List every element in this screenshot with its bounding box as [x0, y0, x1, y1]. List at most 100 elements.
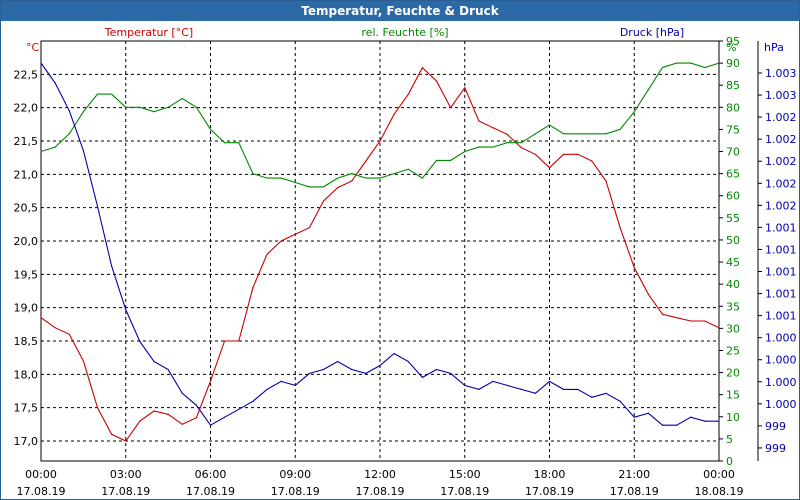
data-point-humidity [308, 186, 310, 188]
pressure-tick-label: 1.001 [765, 310, 797, 323]
humidity-tick-label: 55 [726, 212, 740, 225]
data-point-temperature [435, 80, 438, 82]
data-point-temperature [661, 313, 664, 315]
grid [40, 40, 759, 462]
data-point-pressure [464, 384, 466, 386]
data-point-temperature [238, 340, 240, 342]
plot-frame [40, 40, 720, 462]
data-point-pressure [492, 380, 494, 382]
data-point-pressure [619, 400, 621, 402]
data-point-pressure [365, 372, 367, 375]
pressure-tick-label: 1.002 [765, 111, 797, 124]
data-point-temperature [605, 180, 607, 182]
x-time-label: 12:00 [364, 468, 396, 481]
humidity-tick-label: 40 [726, 278, 740, 291]
data-point-temperature [619, 227, 621, 229]
data-point-temperature [676, 317, 678, 319]
data-point-humidity [238, 142, 240, 144]
data-point-temperature [167, 413, 169, 415]
data-point-pressure [704, 420, 706, 422]
data-point-pressure [393, 352, 395, 355]
data-point-temperature [478, 120, 480, 122]
data-point-pressure [676, 424, 678, 426]
data-point-humidity [520, 142, 522, 144]
x-time-label: 00:00 [703, 468, 735, 481]
data-point-pressure [209, 424, 212, 426]
data-point-temperature [337, 187, 339, 189]
data-point-humidity [393, 173, 395, 175]
x-time-label: 03:00 [110, 468, 142, 481]
data-point-pressure [266, 388, 268, 390]
data-point-temperature [54, 327, 56, 329]
data-point-temperature [704, 320, 706, 322]
pressure-axis-title: Druck [hPa] [620, 26, 684, 39]
pressure-tick-label: 1.001 [765, 221, 797, 234]
data-point-pressure [167, 368, 169, 371]
data-point-humidity [647, 89, 649, 91]
data-point-humidity [563, 133, 565, 135]
temperature-unit: °C [26, 41, 40, 54]
x-date-label: 17.08.19 [17, 485, 66, 498]
humidity-tick-label: 85 [726, 79, 740, 92]
axes: 17,0 17,5 18,0 18,5 19,0 19,5 20,0 20,5 21,0 21,5… [14, 35, 797, 498]
pressure-tick-label: 1.001 [765, 243, 797, 256]
data-point-temperature [153, 410, 155, 412]
data-point-humidity [506, 142, 508, 144]
data-point-humidity [365, 177, 367, 179]
data-point-humidity [704, 66, 706, 69]
temperature-tick-label: 17,5 [14, 402, 39, 415]
pressure-tick-label: 1.002 [765, 133, 797, 146]
x-date-label: 17.08.19 [271, 485, 320, 498]
data-point-pressure [82, 149, 84, 152]
x-time-label: 15:00 [449, 468, 481, 481]
data-point-pressure [435, 368, 438, 371]
data-point-pressure [68, 110, 70, 112]
data-point-temperature [591, 160, 593, 162]
data-point-pressure [139, 341, 141, 343]
data-point-humidity [676, 62, 678, 64]
data-point-pressure [153, 360, 155, 363]
chart-area: 17,0 17,5 18,0 18,5 19,0 19,5 20,0 20,5 21,0 21,5… [14, 26, 797, 498]
data-point-pressure [280, 380, 282, 382]
data-point-pressure [690, 416, 692, 418]
x-date-label: 17.08.19 [101, 485, 150, 498]
data-point-pressure [238, 408, 240, 410]
data-point-temperature [647, 293, 649, 295]
data-point-humidity [407, 168, 409, 170]
pressure-tick-label: 1.000 [765, 332, 797, 345]
data-point-pressure [224, 416, 226, 418]
series-group [40, 62, 720, 442]
humidity-tick-label: 35 [726, 300, 740, 313]
data-point-pressure [181, 392, 183, 394]
data-point-pressure [125, 309, 127, 311]
data-point-humidity [633, 111, 635, 113]
data-point-humidity [280, 177, 282, 179]
humidity-axis-title: rel. Feuchte [%] [361, 26, 448, 39]
data-point-temperature [308, 227, 310, 229]
data-point-pressure [96, 205, 99, 207]
data-point-temperature [139, 420, 141, 422]
humidity-unit: % [726, 41, 736, 54]
data-point-humidity [294, 181, 296, 184]
data-point-humidity [435, 159, 438, 161]
pressure-tick-label: 1.001 [765, 266, 797, 279]
humidity-tick-label: 0 [726, 455, 733, 468]
pressure-tick-label: 1.000 [765, 398, 797, 411]
data-point-temperature [224, 340, 226, 342]
data-point-humidity [450, 159, 452, 161]
humidity-tick-label: 30 [726, 322, 740, 335]
data-point-temperature [82, 360, 84, 362]
data-point-humidity [54, 146, 56, 148]
data-point-pressure [337, 360, 339, 363]
humidity-tick-label: 20 [726, 367, 740, 380]
data-point-pressure [718, 420, 720, 422]
data-point-temperature [563, 153, 565, 155]
data-point-temperature [322, 200, 325, 202]
data-point-humidity [224, 142, 226, 144]
data-point-humidity [351, 173, 353, 175]
data-point-humidity [125, 106, 127, 108]
humidity-tick-label: 90 [726, 57, 740, 70]
data-point-humidity [492, 146, 494, 148]
data-point-pressure [54, 82, 56, 84]
humidity-tick-label: 60 [726, 190, 740, 203]
